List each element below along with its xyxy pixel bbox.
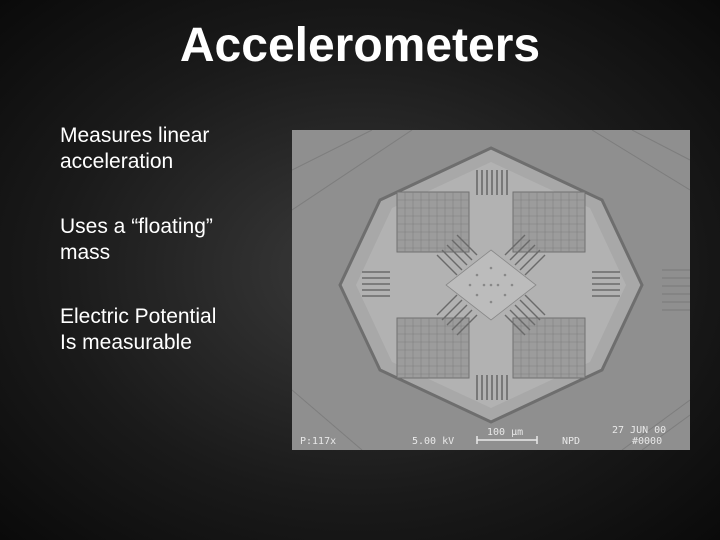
bullet-2-line-1: Uses a “floating” bbox=[60, 214, 290, 240]
sem-scalebar-label: 100 µm bbox=[487, 427, 523, 438]
bullet-3: Electric Potential Is measurable bbox=[60, 304, 290, 357]
sem-caption-mid: 5.00 kV bbox=[412, 436, 454, 447]
sem-caption-mfr: NPD bbox=[562, 436, 580, 447]
sem-caption-left: P:117x bbox=[300, 436, 336, 447]
sem-illustration: P:117x 5.00 kV 100 µm NPD 27 JUN 00 #000… bbox=[292, 130, 690, 450]
sem-caption-date: 27 JUN 00 bbox=[612, 425, 666, 436]
bullet-3-line-1: Electric Potential bbox=[60, 304, 290, 330]
page-title: Accelerometers bbox=[0, 0, 720, 73]
bullet-2-line-2: mass bbox=[60, 240, 290, 266]
text-column: Measures linear acceleration Uses a “flo… bbox=[60, 123, 290, 395]
sem-caption-right: #0000 bbox=[632, 436, 662, 447]
bullet-1-line-2: acceleration bbox=[60, 149, 290, 175]
sem-image: P:117x 5.00 kV 100 µm NPD 27 JUN 00 #000… bbox=[292, 130, 690, 450]
bullet-1-line-1: Measures linear bbox=[60, 123, 290, 149]
bullet-2: Uses a “floating” mass bbox=[60, 214, 290, 267]
bullet-1: Measures linear acceleration bbox=[60, 123, 290, 176]
bullet-3-line-2: Is measurable bbox=[60, 330, 290, 356]
